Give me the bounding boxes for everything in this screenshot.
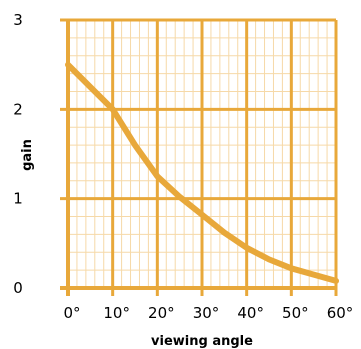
x-tick-label: 30° (193, 304, 220, 322)
x-tick-label: 60° (327, 304, 354, 322)
y-axis-title: gain (20, 139, 35, 171)
x-tick-labels: 0° 10° 20° 30° 40° 50° 60° (63, 304, 353, 322)
x-tick-label: 20° (148, 304, 175, 322)
series-layer (65, 61, 339, 284)
x-tick-label: 40° (237, 304, 264, 322)
x-tick-label: 10° (103, 304, 130, 322)
y-tick-label: 3 (13, 11, 23, 29)
major-grid (60, 18, 338, 296)
series-line (65, 61, 339, 284)
y-tick-labels: 0 1 2 3 (13, 11, 23, 297)
x-axis-title: viewing angle (151, 334, 253, 349)
y-tick-label: 0 (13, 279, 23, 297)
x-tick-label: 0° (63, 304, 80, 322)
y-tick-label: 2 (13, 100, 23, 118)
y-tick-label: 1 (13, 190, 23, 208)
x-tick-label: 50° (282, 304, 309, 322)
axes (60, 20, 336, 296)
